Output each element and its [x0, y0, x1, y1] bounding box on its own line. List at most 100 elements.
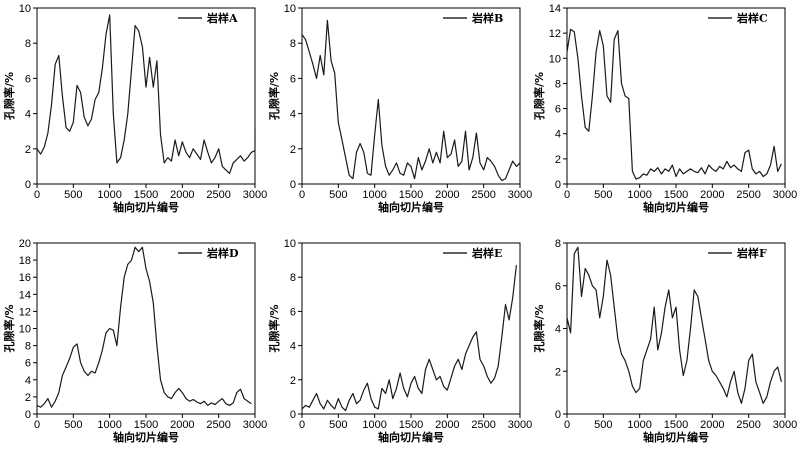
x-tick-label-b: 500 [329, 189, 347, 201]
y-tick-label-d: 8 [25, 341, 31, 353]
legend-label-e: 岩样E [471, 246, 502, 260]
legend-label-d: 岩样D [206, 246, 239, 260]
x-tick-label-e: 2500 [471, 419, 495, 431]
legend-label-c: 岩样C [736, 11, 768, 25]
series-line-d [36, 246, 252, 408]
y-tick-label-c: 14 [549, 3, 561, 15]
x-tick-label-e: 500 [329, 419, 347, 431]
x-tick-label-f: 3000 [773, 419, 797, 431]
panel-a: 0 500 1000 1500 2000 2500 3000 0 2 4 6 8 10 轴向切片编号 孔隙率… [2, 3, 267, 214]
x-tick-label-d: 0 [34, 419, 40, 431]
x-tick-label-c: 2500 [736, 189, 760, 201]
y-tick-label-d: 2 [25, 392, 31, 404]
x-tick-label-e: 0 [299, 419, 305, 431]
x-axis-label-b: 轴向切片编号 [378, 200, 444, 214]
panel-e: 0 500 1000 1500 2000 2500 3000 0 2 4 6 8 10 轴向切片编号 孔隙率… [267, 238, 532, 444]
x-tick-label-f: 2500 [736, 419, 760, 431]
y-tick-label-e: 6 [290, 306, 296, 318]
y-axis-label-f: 孔隙率/% [532, 304, 546, 352]
x-tick-label-e: 3000 [508, 419, 532, 431]
x-axis-label-f: 轴向切片编号 [643, 430, 709, 444]
y-tick-label-a: 2 [25, 144, 31, 156]
y-tick-label-f: 2 [555, 366, 561, 378]
y-axis-label-c: 孔隙率/% [532, 72, 546, 120]
x-tick-label-c: 1500 [664, 189, 688, 201]
x-tick-label-a: 1000 [97, 189, 121, 201]
x-tick-label-c: 1000 [627, 189, 651, 201]
y-tick-label-d: 16 [19, 272, 31, 284]
y-tick-label-f: 0 [555, 409, 561, 421]
y-axis-label-d: 孔隙率/% [2, 304, 16, 352]
y-tick-label-d: 0 [25, 409, 31, 421]
y-tick-label-c: 10 [549, 53, 561, 65]
x-tick-label-b: 2500 [471, 189, 495, 201]
x-axis-label-d: 轴向切片编号 [113, 430, 179, 444]
y-tick-label-c: 6 [555, 104, 561, 116]
y-tick-label-d: 14 [19, 289, 31, 301]
x-tick-label-a: 3000 [243, 189, 267, 201]
y-tick-label-d: 18 [19, 255, 31, 267]
y-tick-label-e: 10 [284, 238, 296, 250]
x-tick-label-d: 500 [64, 419, 82, 431]
y-tick-label-a: 10 [19, 3, 31, 15]
plot-frame-a [36, 7, 256, 185]
panel-f: 0 500 1000 1500 2000 2500 3000 0 2 4 6 8 轴向切片编号 孔隙率/%… [532, 238, 797, 444]
y-tick-label-d: 6 [25, 358, 31, 370]
x-tick-label-b: 1500 [399, 189, 423, 201]
y-tick-label-b: 8 [290, 38, 296, 50]
y-tick-label-b: 10 [284, 3, 296, 15]
x-tick-label-e: 1000 [362, 419, 386, 431]
panel-c: 0 500 1000 1500 2000 2500 3000 0 2 4 6 8 10 12 14 轴向切片编… [532, 3, 797, 214]
x-tick-label-d: 3000 [243, 419, 267, 431]
legend-label-a: 岩样A [206, 11, 238, 25]
y-tick-label-c: 12 [549, 28, 561, 40]
y-tick-label-a: 6 [25, 73, 31, 85]
x-tick-label-c: 2000 [700, 189, 724, 201]
x-tick-label-c: 3000 [773, 189, 797, 201]
series-line-e [301, 265, 517, 412]
x-tick-label-d: 1000 [97, 419, 121, 431]
x-tick-label-e: 2000 [435, 419, 459, 431]
y-tick-label-a: 4 [25, 109, 31, 121]
x-axis-label-e: 轴向切片编号 [378, 430, 444, 444]
series-line-a [36, 14, 256, 174]
y-tick-label-d: 10 [19, 324, 31, 336]
y-axis-label-b: 孔隙率/% [267, 72, 281, 120]
y-tick-label-b: 2 [290, 144, 296, 156]
x-tick-label-f: 1500 [664, 419, 688, 431]
y-tick-label-c: 2 [555, 154, 561, 166]
legend-label-f: 岩样F [736, 246, 767, 260]
y-tick-label-b: 4 [290, 109, 296, 121]
x-axis-label-a: 轴向切片编号 [113, 200, 179, 214]
x-tick-label-d: 2000 [170, 419, 194, 431]
y-tick-label-e: 8 [290, 272, 296, 284]
y-tick-label-f: 6 [555, 281, 561, 293]
panel-b: 0 500 1000 1500 2000 2500 3000 0 2 4 6 8 10 轴向切片编号 孔隙率… [267, 3, 532, 214]
plot-frame-f [566, 242, 786, 415]
x-tick-label-b: 0 [299, 189, 305, 201]
x-tick-label-f: 500 [594, 419, 612, 431]
x-tick-label-f: 0 [564, 419, 570, 431]
y-tick-label-b: 0 [290, 179, 296, 191]
legend-label-b: 岩样B [471, 11, 503, 25]
plot-frame-c [566, 7, 786, 185]
plot-frame-e [301, 242, 521, 415]
x-tick-label-b: 1000 [362, 189, 386, 201]
y-tick-label-e: 2 [290, 375, 296, 387]
series-line-b [301, 19, 521, 182]
x-tick-label-f: 1000 [627, 419, 651, 431]
x-tick-label-a: 2500 [206, 189, 230, 201]
x-tick-label-a: 1500 [134, 189, 158, 201]
y-tick-label-c: 4 [555, 129, 561, 141]
x-tick-label-d: 2500 [206, 419, 230, 431]
y-tick-label-c: 8 [555, 78, 561, 90]
y-tick-label-e: 4 [290, 341, 296, 353]
x-tick-label-b: 2000 [435, 189, 459, 201]
x-tick-label-a: 0 [34, 189, 40, 201]
series-line-c [566, 28, 782, 180]
y-tick-label-f: 8 [555, 238, 561, 250]
y-axis-label-e: 孔隙率/% [267, 304, 281, 352]
x-tick-label-a: 2000 [170, 189, 194, 201]
series-line-f [566, 246, 782, 404]
